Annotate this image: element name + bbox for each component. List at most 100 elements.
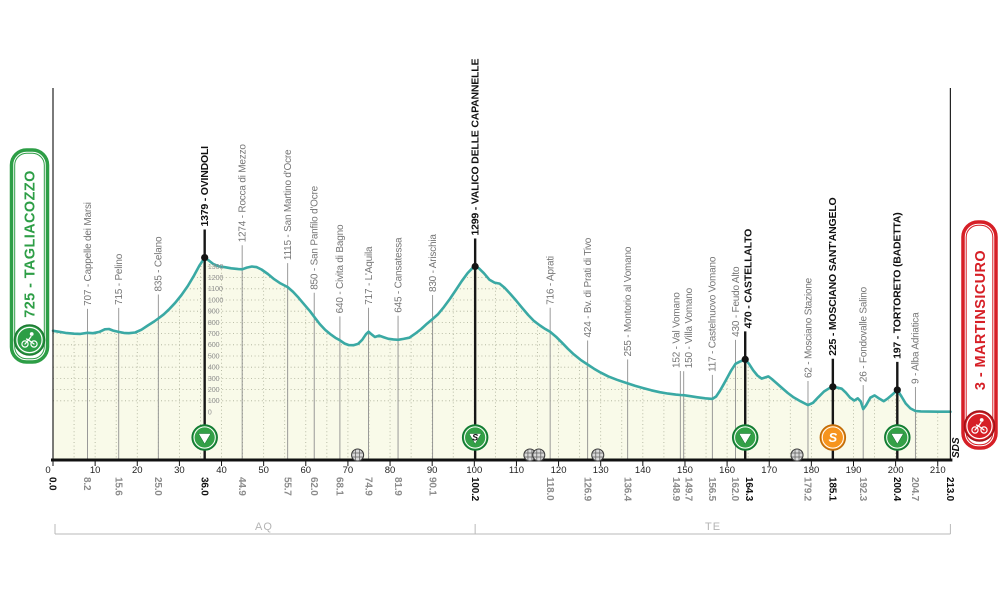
kom-marker [731,424,759,451]
elevation-scale-label: 0 [208,409,212,416]
elevation-scale-label: 300 [208,376,220,383]
finish-capsule-frame [961,220,998,450]
bike-frame [974,421,985,431]
waypoint-label: 640 - Civita di Bagno [335,224,346,313]
sds-mark: SDS [951,437,962,458]
marker-ring [193,426,216,449]
marker-ring [821,426,844,449]
waypoint-label: 197 - TORTORETO (BADETTA) [892,212,904,359]
profile-area [53,257,951,460]
waypoint-label: 1115 - San Martino d'Ocre [283,149,294,260]
elevation-scale-label: 400 [208,365,220,372]
start-capsule-label: 725 - TAGLIACOZZO [23,170,39,318]
distance-label: 90.1 [426,477,437,496]
kom-sprint-marker: S [461,424,489,451]
waypoint-label: 717 - L'Aquila [364,246,375,305]
distance-label: 74.9 [362,477,373,496]
distance-label: 55.7 [281,477,292,496]
distance-label: 62.0 [308,477,319,496]
distance-label: 192.3 [857,477,868,502]
distance-label: 118.0 [544,477,555,501]
kom-marker [191,424,218,451]
waypoint-label: 150 - Villa Vomano [684,287,695,368]
axis-tick-label: 160 [719,465,735,476]
kom-marker [884,424,911,451]
distance-label: 15.6 [112,477,123,496]
distance-label: 164.3 [743,477,754,502]
waypoint-label: 255 - Montorio al Vomano [623,246,634,356]
distance-label: 126.9 [581,477,592,502]
waypoint-label: 430 - Feudo Alto [731,266,742,337]
axis-tick-label: 150 [677,465,693,476]
waypoint-dot [829,383,837,391]
axis-tick-label: 10 [90,465,101,476]
waypoint-label: 1379 - OVINDOLI [199,146,211,227]
waypoint-label: 9 - Alba Adriatica [911,312,922,384]
elevation-scale-label: 100 [208,398,220,405]
distance-label: 0.0 [47,477,58,491]
waypoint-label: 645 - Cansatessa [393,237,404,313]
distance-label: 100.2 [469,477,480,502]
waypoint-label: 1299 - VALICO DELLE CAPANNELLE [469,59,481,236]
waypoint-dot [741,355,749,363]
start-capsule-frame [9,148,50,364]
distance-label: 179.2 [802,477,813,502]
waypoint-dot [201,253,209,262]
distance-label: 156.5 [706,477,717,502]
distance-label: 68.1 [334,477,345,496]
province-label-aq: AQ [255,521,273,533]
wheel [30,340,38,348]
tunnel-circle [532,448,546,462]
elevation-scale-label: 600 [208,342,220,349]
marker-ring [464,426,487,449]
distance-label: 149.7 [682,477,693,502]
axis-tick-label: 130 [593,465,609,476]
axis-tick-label: 190 [846,465,862,476]
tunnel-circle [790,448,804,462]
axis-tick-label: 80 [385,465,396,476]
elevation-scale-label: 1300 [208,264,224,271]
axis-tick-label: 210 [930,465,946,476]
distance-label: 36.0 [198,477,209,496]
rider-head [979,418,984,422]
waypoint-label: 225 - MOSCIANO SANT'ANGELO [827,197,839,355]
axis-tick-label: 50 [258,465,269,476]
cyclist-icon-ring [16,326,43,354]
axis-tick-label: 120 [551,465,567,476]
kom-triangle [468,433,482,445]
waypoint-label: 1274 - Rocca di Mezzo [237,144,248,243]
waypoint-label: 424 - Bv. di Prati di Tivo [583,237,594,337]
kom-triangle [890,433,904,445]
elevation-scale-label: 200 [208,387,220,394]
axis-tick-label: 60 [300,465,311,476]
kom-triangle [198,433,212,445]
axis-tick-label: 170 [761,465,777,476]
elevation-scale-label: 1200 [208,275,224,282]
axis-tick-label: 90 [427,465,438,476]
distance-label: 44.9 [236,477,247,496]
rider-head [29,332,34,336]
axis-tick-label: 140 [635,465,651,476]
distance-label: 162.0 [729,477,740,502]
axis-tick-label: 200 [888,465,904,476]
static-text-overlay: 725 - TAGLIACOZZO 3 - MARTINSICURO SDS A… [23,170,990,533]
start-capsule [9,148,50,364]
waypoint-label: 715 - Pelino [114,253,125,305]
distance-label: 200.4 [891,477,902,502]
waypoint-label: 62 - Mosciano Stazione [803,277,814,378]
waypoint-dot [893,386,901,394]
wheel [971,426,979,434]
marker-letter: S [472,432,478,442]
axis-tick-label: 0 [45,465,50,476]
province-label-te: TE [705,521,721,533]
elevation-scale-label: 1100 [208,286,223,293]
waypoint-label: 152 - Val Vomano [672,292,683,368]
finish-capsule-inner [965,224,994,446]
axis-tick-label: 180 [803,465,819,476]
distance-label: 25.0 [152,477,163,496]
waypoint-label: 716 - Aprati [545,256,556,305]
wheel [21,340,29,348]
distance-label: 204.7 [909,477,920,502]
marker-ring [734,426,757,449]
